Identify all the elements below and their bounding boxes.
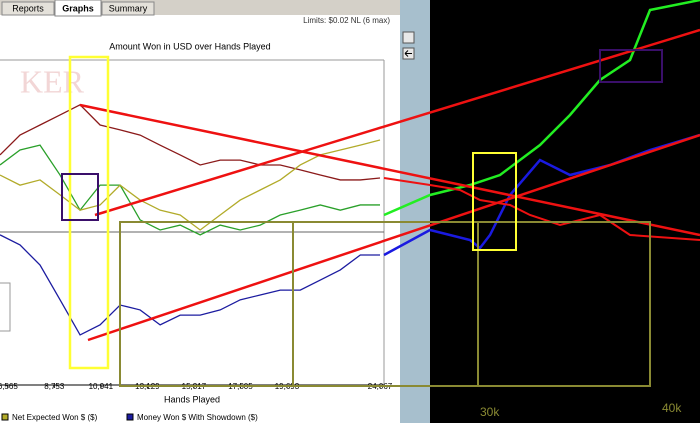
highlight-box [61, 173, 99, 221]
legend-label: Money Won $ With Showdown ($) [137, 413, 258, 422]
highlight-box [599, 49, 663, 83]
tab[interactable] [54, 0, 102, 17]
trend-line [87, 133, 700, 342]
series-line [0, 104, 381, 181]
back-icon [404, 50, 412, 57]
tab-label: Graphs [62, 3, 94, 13]
legend-swatch [1, 413, 9, 421]
legend-fragment [0, 282, 11, 332]
tab-label: Reports [12, 3, 44, 13]
watermark: KER [20, 63, 85, 99]
series-line [0, 234, 380, 336]
highlight-box [68, 55, 110, 370]
x-axis-label: Hands Played [164, 394, 220, 404]
projection-green [383, 0, 700, 217]
highlight-box [119, 221, 651, 387]
x-tick-label: 10,941 [89, 382, 114, 391]
side-panel [400, 0, 430, 423]
legend-label: Net Expected Won $ ($) [12, 413, 98, 422]
overlay-label: 40k [662, 401, 682, 415]
chart-title: Amount Won in USD over Hands Played [109, 41, 270, 51]
trend-line [79, 103, 700, 237]
zoom-button[interactable] [402, 31, 415, 44]
x-tick-label: 6,565 [0, 382, 18, 391]
series-line [0, 144, 380, 236]
highlight-box [472, 152, 517, 251]
tab-label: Summary [109, 3, 148, 13]
overlay-label: 30k [480, 405, 500, 419]
x-tick-label: 8,753 [44, 382, 65, 391]
tab[interactable] [1, 1, 55, 16]
projection-red [383, 177, 700, 241]
limits: Limits: $0.02 NL (6 max) [303, 16, 390, 25]
tab[interactable] [101, 1, 155, 16]
legend-swatch [126, 413, 134, 421]
